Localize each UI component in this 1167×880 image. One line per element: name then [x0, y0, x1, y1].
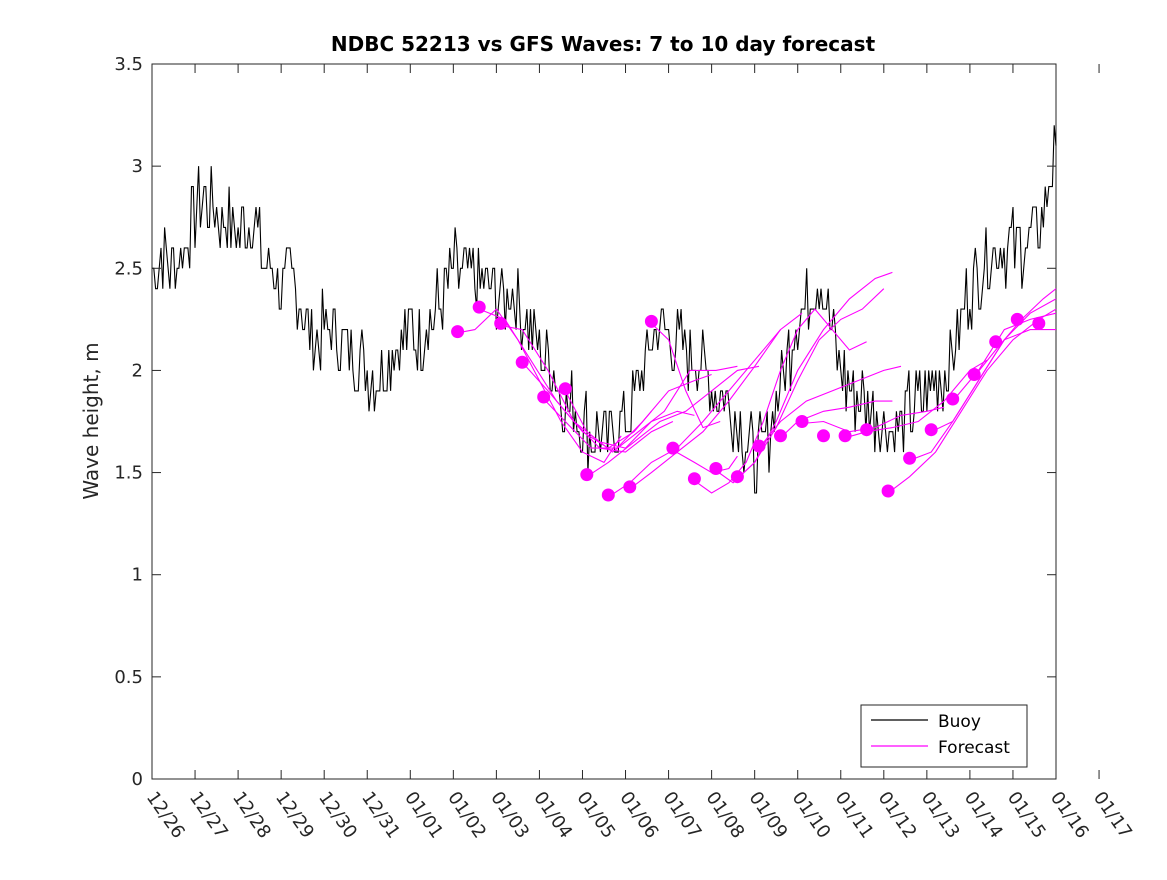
forecast-series-line — [521, 361, 695, 449]
forecast-point — [494, 316, 508, 330]
y-axis-label: Wave height, m — [79, 342, 103, 499]
forecast-point — [838, 429, 852, 443]
forecast-series-line — [758, 365, 902, 449]
forecast-series-line — [801, 406, 945, 433]
buoy-series-line — [152, 125, 1057, 494]
forecast-series-line — [737, 288, 885, 480]
forecast-point — [860, 423, 874, 437]
forecast-series-line — [629, 312, 803, 490]
forecast-point — [881, 484, 895, 498]
forecast-point — [774, 429, 787, 443]
forecast-point — [795, 415, 809, 428]
forecast-series-line — [543, 373, 712, 449]
forecast-point — [472, 300, 486, 314]
forecast-point — [623, 480, 637, 494]
legend: Buoy Forecast — [860, 704, 1028, 768]
forecast-point — [817, 429, 830, 443]
buoy-layer — [152, 125, 1057, 494]
forecast-point — [924, 423, 938, 437]
y-tick-label: 2 — [132, 360, 143, 381]
forecast-series-line — [930, 298, 1057, 433]
y-tick-label: 1.5 — [114, 463, 143, 484]
y-tick-label: 3.5 — [114, 54, 143, 75]
forecast-point — [709, 462, 723, 475]
plot-area — [151, 63, 1057, 780]
legend-forecast-label: Forecast — [938, 738, 1010, 758]
forecast-point — [752, 439, 766, 453]
forecast-series-line — [651, 323, 721, 429]
forecast-series-line — [500, 324, 674, 453]
forecast-point — [687, 472, 701, 486]
forecast-point — [946, 392, 960, 406]
forecast-series-line — [694, 308, 867, 494]
forecast-point — [601, 488, 615, 502]
forecast-point — [903, 451, 917, 465]
forecast-point — [644, 314, 658, 328]
legend-box — [860, 704, 1028, 768]
forecast-point — [451, 325, 465, 339]
forecast-point — [989, 335, 1003, 349]
chart-title: NDBC 52213 vs GFS Waves: 7 to 10 day for… — [331, 32, 876, 56]
forecast-point — [580, 468, 594, 482]
forecast-point — [730, 470, 744, 484]
forecast-series-line — [607, 329, 781, 498]
forecast-point — [1010, 312, 1024, 326]
y-tick-label: 2.5 — [114, 258, 143, 279]
forecast-point — [666, 441, 680, 455]
forecast-series-line — [564, 365, 738, 453]
forecast-point — [515, 355, 529, 369]
y-tick-label: 3 — [132, 156, 143, 177]
y-tick-label: 0.5 — [114, 667, 143, 688]
forecast-point — [537, 390, 551, 404]
legend-buoy-label: Buoy — [938, 712, 981, 732]
forecast-series-line — [586, 365, 760, 478]
forecast-series-line — [780, 400, 893, 439]
y-tick-label: 0 — [132, 769, 143, 790]
y-tick-label: 1 — [132, 565, 143, 586]
forecast-point — [558, 382, 572, 396]
forecast-point — [967, 368, 981, 381]
forecast-points-layer — [451, 300, 1046, 502]
y-axis: 0 0.5 1 1.5 2 2.5 3 3.5 — [114, 54, 1056, 790]
forecast-point — [1032, 316, 1046, 330]
